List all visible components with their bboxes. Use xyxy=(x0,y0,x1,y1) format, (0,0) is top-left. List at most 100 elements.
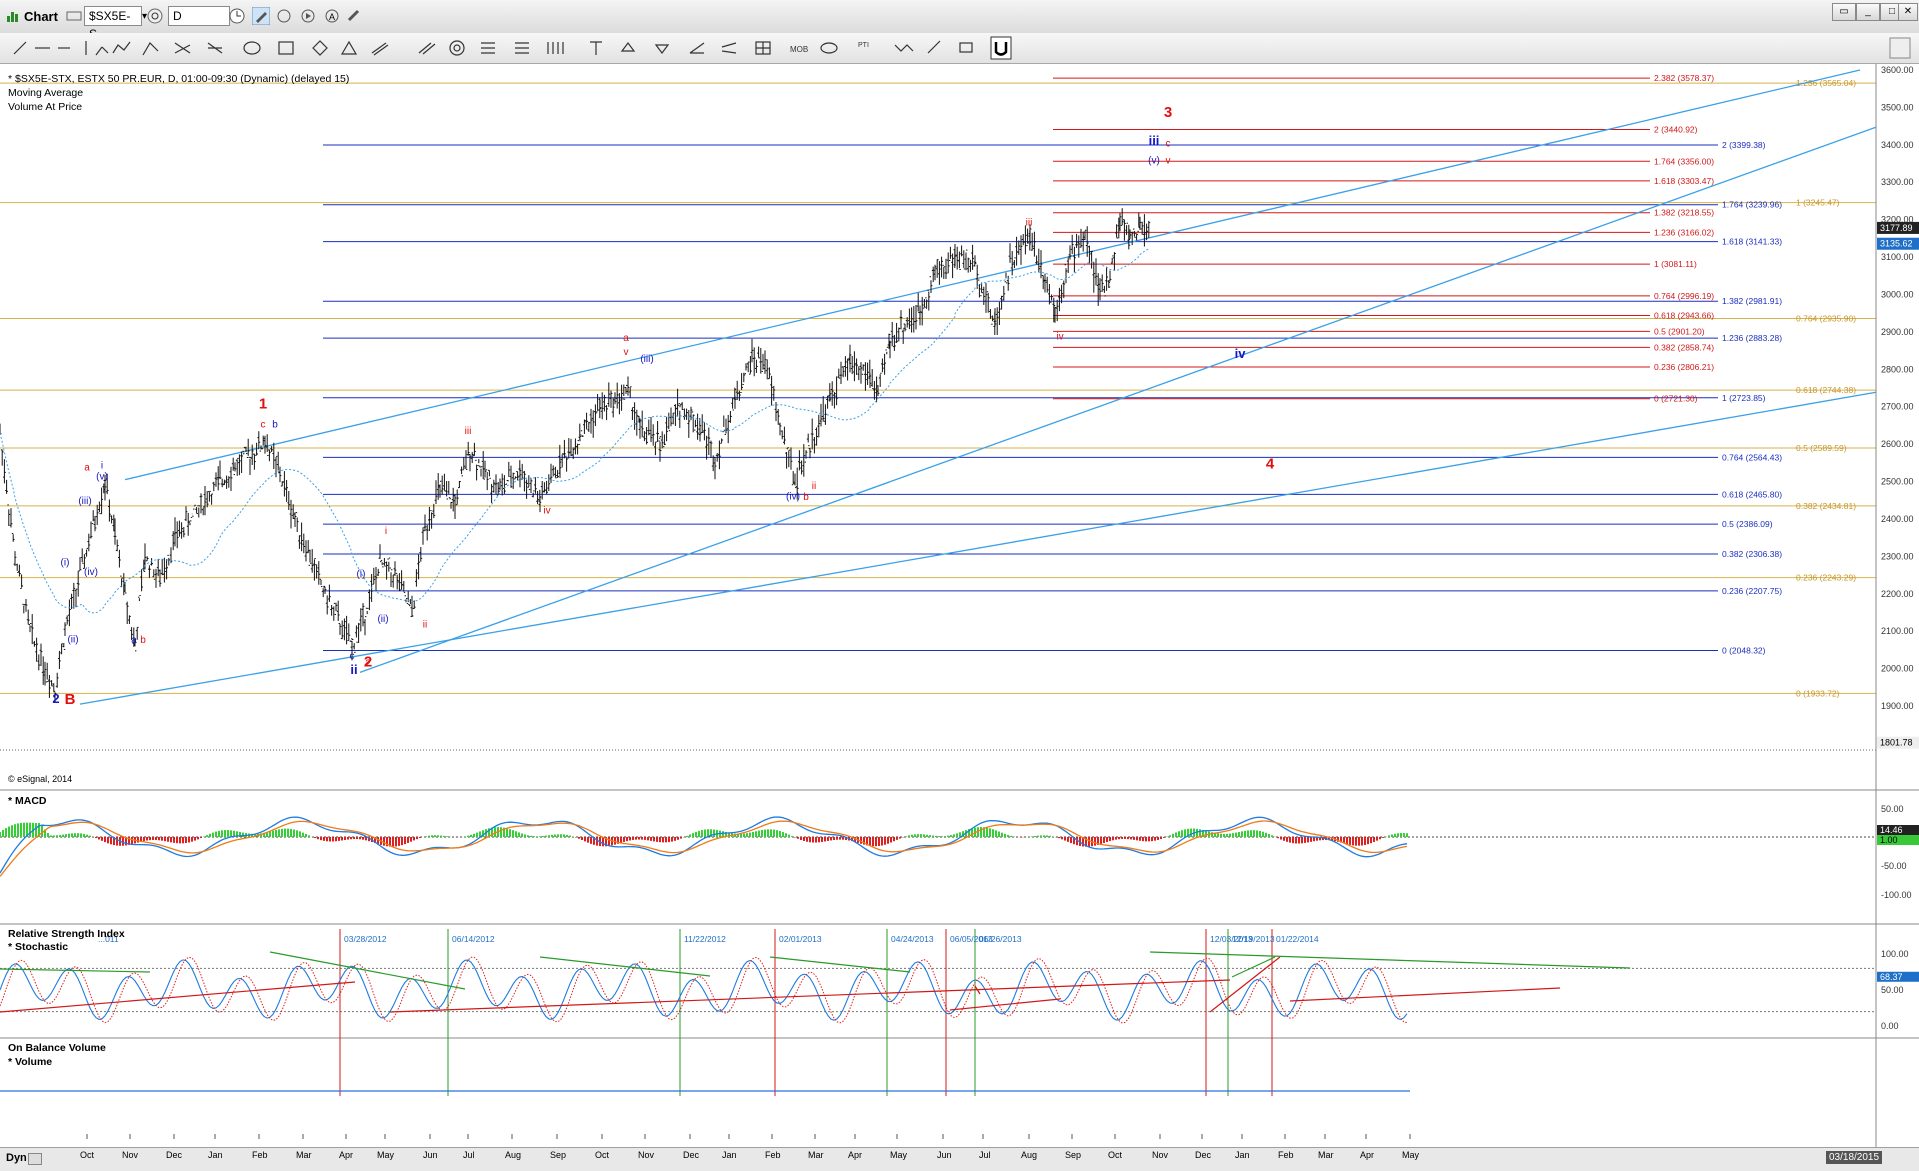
price-bar xyxy=(626,376,630,396)
link-icon[interactable] xyxy=(66,6,82,26)
close-button[interactable]: ✕ xyxy=(1898,3,1918,21)
price-bar xyxy=(477,459,481,467)
price-bar xyxy=(785,448,788,469)
price-bar xyxy=(1060,284,1063,304)
price-bar xyxy=(199,493,203,514)
price-bar xyxy=(308,549,312,566)
symbol-dropdown-icon[interactable]: ▾ xyxy=(142,10,148,22)
stochastic-pane: 100.00 50.00 0.00 68.37 03/28/2012 06/14/2012… xyxy=(0,929,1919,1096)
interval-input[interactable]: D xyxy=(168,6,230,26)
month-label: Feb xyxy=(1278,1150,1294,1160)
settings-icon[interactable] xyxy=(146,6,164,26)
price-bar xyxy=(156,558,160,577)
price-bar xyxy=(583,419,586,434)
rsi-study-label[interactable]: Relative Strength Index xyxy=(8,928,125,940)
price-bar xyxy=(190,513,194,518)
month-label: Nov xyxy=(122,1150,139,1160)
price-bar xyxy=(223,479,226,486)
price-tick-label: 3000.00 xyxy=(1881,289,1914,299)
price-bar xyxy=(870,369,874,390)
price-bar xyxy=(1030,232,1034,251)
toolbar-config-button xyxy=(1889,37,1911,59)
wave-label-minor: (iii) xyxy=(78,496,91,507)
price-bar xyxy=(325,595,329,615)
price-bar xyxy=(1004,272,1008,284)
price-bar xyxy=(804,450,808,463)
study-moving-average[interactable]: Moving Average xyxy=(8,87,84,99)
price-bar xyxy=(148,565,151,578)
price-bar xyxy=(667,412,671,432)
price-bar xyxy=(669,407,673,427)
price-bar xyxy=(929,276,933,293)
price-bar xyxy=(0,449,4,466)
price-bar xyxy=(603,394,606,412)
interval-value[interactable]: D xyxy=(168,6,230,26)
magnet-tool-icon xyxy=(994,42,1008,56)
ma-path xyxy=(0,248,1150,614)
price-bar xyxy=(525,479,528,499)
link-chain-icon[interactable] xyxy=(346,6,362,26)
clock-icon[interactable] xyxy=(228,6,246,26)
price-bar xyxy=(466,441,470,456)
price-bar xyxy=(1068,245,1072,260)
price-bar xyxy=(598,398,602,409)
refresh-icon[interactable] xyxy=(276,6,292,26)
price-bar xyxy=(899,310,903,330)
price-bar xyxy=(357,623,360,644)
price-bar xyxy=(615,382,619,409)
price-bar xyxy=(110,515,113,524)
dynamic-toggle[interactable]: Dyn xyxy=(6,1152,27,1164)
wave-label-minor: (i) xyxy=(61,558,70,569)
symbol-input[interactable]: $SX5E-S xyxy=(84,6,142,41)
price-bar xyxy=(39,643,43,666)
obv-study-label[interactable]: On Balance Volume xyxy=(8,1042,106,1054)
stoch-trendline xyxy=(769,956,911,973)
price-bar xyxy=(658,441,662,462)
signal-date-label: 06/14/2012 xyxy=(452,934,495,944)
price-bar xyxy=(345,615,348,645)
comment-tool-icon xyxy=(959,42,973,53)
price-bar xyxy=(628,386,632,399)
price-bar xyxy=(1127,224,1131,250)
price-bar xyxy=(58,650,61,670)
price-bar xyxy=(352,643,356,653)
price-bar xyxy=(87,533,91,552)
pitchfork-tool-icon xyxy=(174,42,191,54)
stoch-trendline xyxy=(1209,956,1281,1013)
stoch-tick-label: 0.00 xyxy=(1881,1021,1899,1031)
price-bar xyxy=(13,551,17,566)
chart-svg[interactable]: 1.236 (3565.04) 1 (3245.47) 0.764 (2935.90… xyxy=(0,64,1919,1154)
price-bar xyxy=(1098,278,1102,301)
chart-area[interactable]: 1.236 (3565.04) 1 (3245.47) 0.764 (2935.90… xyxy=(0,64,1919,1154)
play-icon[interactable] xyxy=(300,6,316,26)
price-bar xyxy=(30,614,34,645)
price-bar xyxy=(835,376,838,406)
minimize-button[interactable]: _ xyxy=(1856,3,1880,21)
price-bar xyxy=(458,480,461,489)
price-bar xyxy=(713,457,717,480)
price-bar xyxy=(195,507,198,515)
price-bar xyxy=(744,363,748,375)
signal-date-label: 11/22/2012 xyxy=(684,934,726,944)
draw-pencil-icon[interactable] xyxy=(252,6,270,26)
price-bar xyxy=(969,259,972,272)
wave-label-minor: a xyxy=(84,462,90,473)
macd-pane-title[interactable]: * MACD xyxy=(8,795,47,807)
price-bar xyxy=(778,422,782,436)
alert-icon[interactable]: A xyxy=(324,6,340,26)
cycle-tool-icon xyxy=(449,40,465,56)
scroll-left-button[interactable] xyxy=(28,1153,42,1165)
volume-study-label[interactable]: * Volume xyxy=(8,1056,53,1068)
price-tick-label: 2700.00 xyxy=(1881,402,1914,412)
price-bar xyxy=(295,512,299,532)
price-bar xyxy=(1035,255,1038,265)
price-bar xyxy=(1053,305,1057,323)
price-bar xyxy=(218,460,222,480)
study-volume-at-price[interactable]: Volume At Price xyxy=(8,101,83,113)
symbol-value[interactable]: $SX5E-S xyxy=(84,6,142,41)
stochastic-study-label[interactable]: * Stochastic xyxy=(8,941,69,953)
restore-window-button[interactable]: ▭ xyxy=(1832,3,1856,21)
price-bar xyxy=(1096,273,1100,306)
price-bar xyxy=(238,454,241,476)
price-bar xyxy=(591,410,595,438)
